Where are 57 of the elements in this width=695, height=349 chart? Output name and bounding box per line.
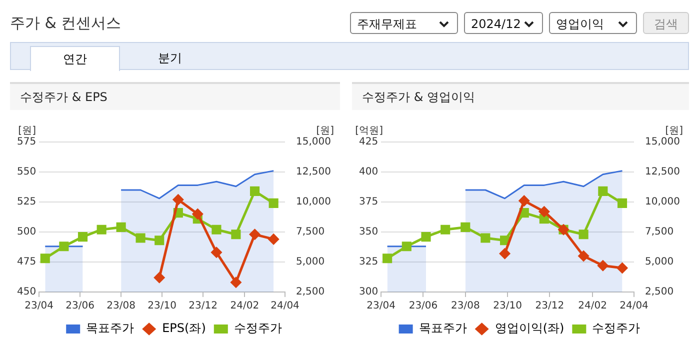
x-tick-label: 24/04 [620, 300, 648, 312]
y2-tick-label: 15,000 [296, 136, 332, 148]
chart-title: 수정주가 & EPS [10, 84, 340, 110]
x-tick-label: 24/04 [270, 300, 300, 312]
y2-tick-label: 2,500 [296, 286, 325, 298]
legend-label: EPS(좌) [162, 321, 206, 336]
y-tick-label: 300 [358, 286, 378, 298]
y2-tick-label: 7,500 [645, 226, 674, 238]
y2-tick-label: 7,500 [296, 226, 325, 238]
y-tick-label: 350 [358, 226, 378, 238]
y-tick-label: 575 [16, 136, 36, 148]
y2-tick-label: 2,500 [645, 286, 674, 298]
legend-label: 수정주가 [234, 321, 282, 336]
legend-label: 목표주가 [86, 321, 134, 336]
y-tick-label: 375 [358, 196, 378, 208]
y2-tick-label: 12,500 [645, 166, 680, 178]
text: 주재무제표 [357, 17, 417, 31]
y2-tick-label: 15,000 [645, 136, 680, 148]
text: 검색 [654, 17, 678, 31]
legend-label: 목표주가 [418, 321, 467, 336]
y2-tick-label: 12,500 [296, 166, 332, 178]
y2-tick-label: 10,000 [296, 196, 332, 208]
y-tick-label: 500 [16, 226, 36, 238]
text: 연간 [30, 46, 120, 71]
x-tick-label: 23/06 [66, 300, 94, 312]
y-axis-title: [억원] [355, 126, 384, 137]
y2-tick-label: 10,000 [645, 196, 680, 208]
y-tick-label: 400 [358, 166, 378, 178]
y-tick-label: 550 [16, 166, 36, 178]
legend-label: 수정주가 [592, 321, 640, 336]
x-tick-label: 23/06 [408, 300, 438, 312]
y2-axis-title: [원] [316, 126, 334, 137]
text: 2024/12 [471, 17, 521, 31]
x-tick-label: 23/12 [188, 300, 218, 312]
x-tick-label: 24/02 [578, 300, 607, 312]
x-tick-label: 23/08 [450, 300, 480, 312]
y2-tick-label: 5,000 [645, 256, 674, 268]
x-tick-label: 23/10 [148, 300, 176, 312]
text: 영업이익 [556, 17, 604, 31]
x-tick-label: 23/04 [366, 300, 396, 312]
text: 주가 & 컨센서스 [10, 14, 122, 33]
chart-title: 수정주가 & 영업이익 [352, 84, 689, 110]
y2-axis-title: [원] [665, 126, 684, 137]
y2-tick-label: 5,000 [296, 256, 325, 268]
x-tick-label: 24/02 [230, 300, 260, 312]
y-tick-label: 425 [358, 136, 378, 148]
y-tick-label: 450 [16, 286, 36, 298]
x-tick-label: 23/04 [24, 300, 54, 312]
text: 분기 [157, 50, 183, 67]
x-tick-label: 23/08 [106, 300, 136, 312]
y-tick-label: 525 [16, 196, 36, 208]
x-tick-label: 23/12 [535, 300, 564, 312]
y-tick-label: 325 [358, 256, 378, 268]
x-tick-label: 23/10 [493, 300, 522, 312]
y-axis-title: [원] [18, 126, 36, 137]
legend-label: 영업이익(좌) [494, 321, 564, 336]
y-tick-label: 475 [16, 256, 36, 268]
